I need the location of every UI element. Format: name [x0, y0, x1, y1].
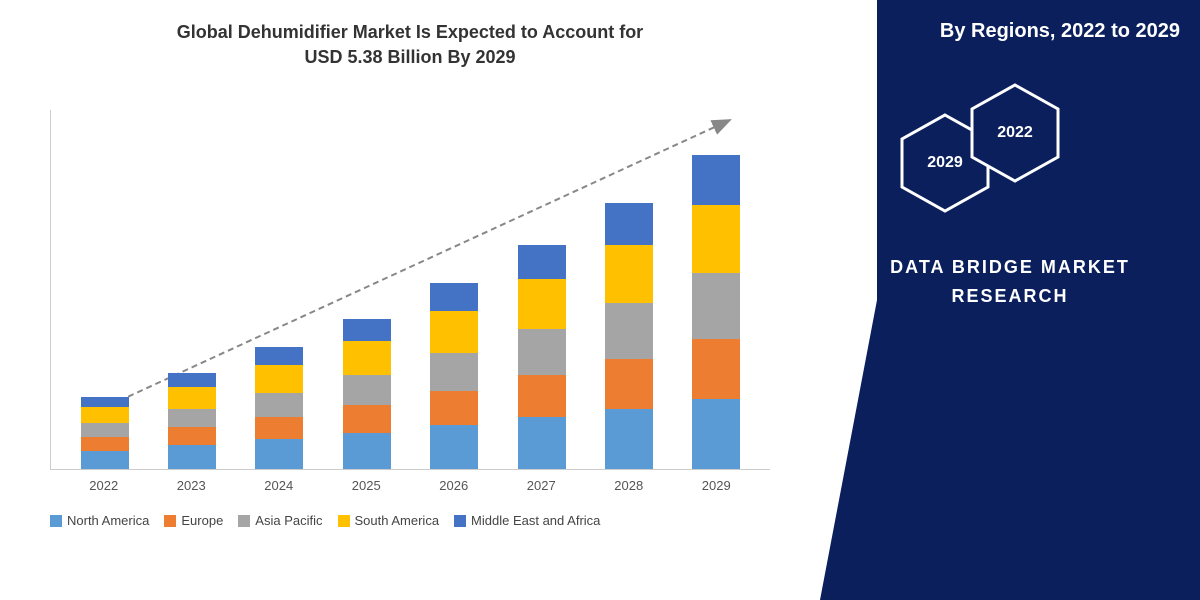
- bars-container: [51, 110, 770, 469]
- title-line-1: Global Dehumidifier Market Is Expected t…: [30, 20, 790, 45]
- segment-middle-east-and-africa: [168, 373, 216, 387]
- segment-north-america: [430, 425, 478, 469]
- legend-item-south-america: South America: [338, 513, 440, 528]
- chart-panel: Global Dehumidifier Market Is Expected t…: [0, 0, 820, 600]
- segment-north-america: [692, 399, 740, 469]
- segment-europe: [605, 359, 653, 409]
- bar-2029: [686, 155, 746, 469]
- segment-asia-pacific: [168, 409, 216, 427]
- x-label-2026: 2026: [424, 478, 484, 493]
- hex-2022-label: 2022: [997, 124, 1033, 142]
- bar-stack: [343, 319, 391, 469]
- legend-swatch: [238, 515, 250, 527]
- legend-swatch: [50, 515, 62, 527]
- chart-area: [50, 110, 770, 470]
- bar-stack: [605, 203, 653, 469]
- bar-stack: [692, 155, 740, 469]
- legend-swatch: [164, 515, 176, 527]
- legend-swatch: [454, 515, 466, 527]
- segment-europe: [430, 391, 478, 425]
- legend-label: North America: [67, 513, 149, 528]
- right-header: By Regions, 2022 to 2029: [840, 20, 1180, 43]
- segment-south-america: [430, 311, 478, 353]
- bar-2026: [424, 283, 484, 469]
- x-label-2025: 2025: [336, 478, 396, 493]
- bar-2025: [337, 319, 397, 469]
- bar-stack: [168, 373, 216, 469]
- segment-south-america: [168, 387, 216, 409]
- x-label-2022: 2022: [74, 478, 134, 493]
- right-panel: By Regions, 2022 to 2029 2029 2022 DATA …: [820, 0, 1200, 600]
- chart-title: Global Dehumidifier Market Is Expected t…: [30, 20, 790, 70]
- x-label-2023: 2023: [161, 478, 221, 493]
- segment-asia-pacific: [255, 393, 303, 417]
- segment-south-america: [605, 245, 653, 303]
- segment-middle-east-and-africa: [518, 245, 566, 279]
- segment-north-america: [518, 417, 566, 469]
- segment-middle-east-and-africa: [343, 319, 391, 341]
- bar-stack: [81, 397, 129, 469]
- segment-south-america: [518, 279, 566, 329]
- segment-europe: [692, 339, 740, 399]
- segment-asia-pacific: [343, 375, 391, 405]
- segment-north-america: [343, 433, 391, 469]
- segment-north-america: [605, 409, 653, 469]
- segment-south-america: [343, 341, 391, 375]
- segment-asia-pacific: [430, 353, 478, 391]
- segment-north-america: [255, 439, 303, 469]
- segment-europe: [518, 375, 566, 417]
- bar-stack: [430, 283, 478, 469]
- x-axis-labels: 2022 2023 2024 2025 2026 2027 2028 2029: [50, 470, 770, 493]
- legend-item-north-america: North America: [50, 513, 149, 528]
- hex-2029-label: 2029: [927, 154, 963, 172]
- segment-europe: [81, 437, 129, 451]
- brand-line-2: RESEARCH: [840, 282, 1180, 311]
- segment-middle-east-and-africa: [692, 155, 740, 205]
- segment-middle-east-and-africa: [430, 283, 478, 311]
- segment-asia-pacific: [605, 303, 653, 359]
- legend-label: Middle East and Africa: [471, 513, 600, 528]
- legend: North America Europe Asia Pacific South Ame…: [50, 513, 790, 528]
- segment-south-america: [255, 365, 303, 393]
- legend-label: South America: [355, 513, 440, 528]
- bar-2023: [162, 373, 222, 469]
- segment-europe: [255, 417, 303, 439]
- legend-swatch: [338, 515, 350, 527]
- segment-south-america: [692, 205, 740, 273]
- title-line-2: USD 5.38 Billion By 2029: [30, 45, 790, 70]
- legend-item-middle-east-and-africa: Middle East and Africa: [454, 513, 600, 528]
- x-label-2029: 2029: [686, 478, 746, 493]
- segment-middle-east-and-africa: [81, 397, 129, 407]
- segment-europe: [343, 405, 391, 433]
- segment-middle-east-and-africa: [605, 203, 653, 245]
- segment-asia-pacific: [81, 423, 129, 437]
- segment-south-america: [81, 407, 129, 423]
- legend-item-asia-pacific: Asia Pacific: [238, 513, 322, 528]
- segment-north-america: [168, 445, 216, 469]
- bar-2022: [75, 397, 135, 469]
- brand-line-1: DATA BRIDGE MARKET: [840, 253, 1180, 282]
- bar-2024: [249, 347, 309, 469]
- legend-label: Asia Pacific: [255, 513, 322, 528]
- x-label-2024: 2024: [249, 478, 309, 493]
- hexagon-group: 2029 2022: [900, 83, 1180, 223]
- legend-item-europe: Europe: [164, 513, 223, 528]
- bar-stack: [255, 347, 303, 469]
- x-label-2027: 2027: [511, 478, 571, 493]
- segment-middle-east-and-africa: [255, 347, 303, 365]
- segment-asia-pacific: [692, 273, 740, 339]
- bar-stack: [518, 245, 566, 469]
- legend-label: Europe: [181, 513, 223, 528]
- x-label-2028: 2028: [599, 478, 659, 493]
- hex-2022: 2022: [970, 83, 1060, 183]
- bar-2027: [512, 245, 572, 469]
- segment-north-america: [81, 451, 129, 469]
- bar-2028: [599, 203, 659, 469]
- brand-text: DATA BRIDGE MARKET RESEARCH: [840, 253, 1180, 311]
- segment-europe: [168, 427, 216, 445]
- segment-asia-pacific: [518, 329, 566, 375]
